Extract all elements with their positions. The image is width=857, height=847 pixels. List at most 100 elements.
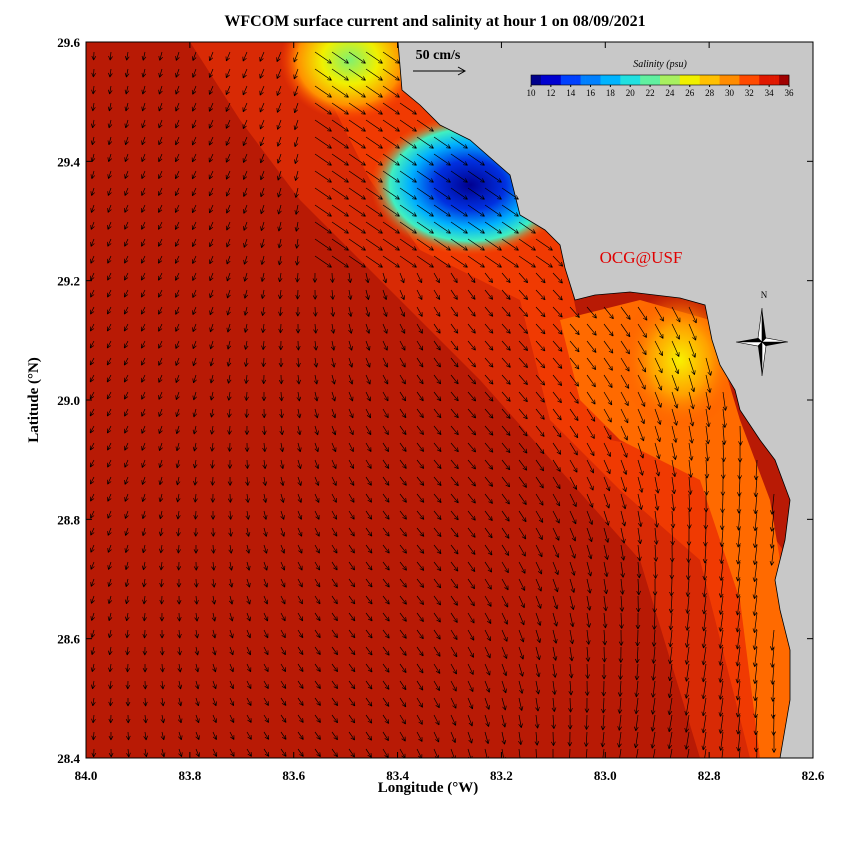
scale-label: 50 cm/s (416, 48, 461, 63)
colorbar-segment (640, 75, 646, 85)
colorbar-segment (655, 75, 661, 85)
colorbar-segment (729, 75, 735, 85)
y-tick-label: 29.4 (57, 154, 80, 169)
colorbar-segment (550, 75, 557, 85)
colorbar-segment (650, 75, 656, 85)
colorbar-tick-label: 36 (785, 88, 795, 98)
compass-light (735, 307, 789, 377)
colorbar-tick-label: 18 (606, 88, 616, 98)
colorbar-segment (724, 75, 730, 85)
colorbar-segment (635, 75, 641, 85)
credit: OCG@USF (600, 248, 683, 267)
colorbar-segment (784, 75, 790, 85)
x-tick-label: 83.2 (490, 768, 513, 783)
y-tick-label: 28.8 (57, 512, 80, 527)
colorbar-tick-label: 26 (685, 88, 695, 98)
current-arrow (89, 51, 777, 758)
colorbar-tick-label: 30 (725, 88, 735, 98)
colorbar-tick-label: 14 (566, 88, 576, 98)
colorbar-segment (610, 75, 616, 85)
colorbar-segment (605, 75, 611, 85)
colorbar-tick-label: 12 (546, 88, 555, 98)
colorbar-segment (560, 75, 567, 85)
colorbar-tick-label: 20 (626, 88, 636, 98)
colorbar-tick-label: 34 (765, 88, 775, 98)
colorbar-segment (575, 75, 581, 85)
colorbar-tick-label: 24 (665, 88, 675, 98)
colorbar-segment (734, 75, 740, 85)
axes: 84.0 83.8 83.6 83.4 83.2 83.0 82.8 82.6 28.4 28.6… (57, 35, 825, 783)
colorbar-segment (565, 75, 571, 85)
colorbar-segment (645, 75, 651, 85)
salinity-field (86, 42, 813, 758)
y-tick-label: 28.4 (57, 751, 80, 766)
colorbar-tick-label: 10 (527, 88, 537, 98)
north-arrow: N (735, 290, 789, 377)
colorbar-segment (555, 75, 562, 85)
colorbar-frame (530, 74, 790, 86)
scale-arrow (413, 66, 467, 76)
x-tick-label: 84.0 (75, 768, 98, 783)
land (397, 42, 813, 758)
colorbar-segment (600, 75, 606, 85)
colorbar-segment (674, 75, 681, 85)
colorbar-segment (744, 75, 750, 85)
colorbar-segment (580, 75, 586, 85)
colorbar-segment (689, 75, 696, 85)
colorbar-segment (625, 75, 631, 85)
nearshore-water (560, 300, 790, 758)
colorbar-segment (540, 75, 547, 85)
colorbar-segment (585, 75, 591, 85)
current-vectors (89, 51, 777, 758)
colorbar-segment (699, 75, 705, 85)
colorbar-segment (714, 75, 720, 85)
y-tick-label: 29.0 (57, 393, 80, 408)
colorbar-segment (545, 75, 552, 85)
colorbar-segment (531, 75, 537, 85)
colorbar-tick-label: 28 (705, 88, 715, 98)
x-tick-label: 83.8 (178, 768, 201, 783)
colorbar-tick-label: 32 (745, 88, 754, 98)
colorbar-segment (694, 75, 700, 85)
mid-water (190, 42, 813, 758)
colorbar-tick-label: 22 (646, 88, 655, 98)
x-tick-label: 83.0 (594, 768, 617, 783)
colorbar-segment (779, 75, 785, 85)
y-tick-label: 29.2 (57, 274, 80, 289)
colorbar: Salinity (psu) 10 12 14 16 18 20 22 24 26 28 30 32 3… (527, 59, 795, 98)
colorbar-segment (595, 75, 601, 85)
colorbar-segment (679, 75, 686, 85)
x-tick-label: 83.4 (386, 768, 409, 783)
colorbar-segment (719, 75, 725, 85)
colorbar-segment (774, 75, 780, 85)
colorbar-segment (630, 75, 636, 85)
map-title: WFCOM surface current and salinity at ho… (224, 13, 645, 30)
north-label: N (761, 290, 768, 300)
colorbar-segment (620, 75, 626, 85)
colorbar-segment (754, 75, 760, 85)
colorbar-segment (749, 75, 755, 85)
colorbar-segment (669, 75, 676, 85)
y-tick-label: 28.6 (57, 632, 80, 647)
x-tick-label: 83.6 (282, 768, 305, 783)
colorbar-segment (764, 75, 770, 85)
colorbar-segment (684, 75, 691, 85)
y-axis-label: Latitude (°N) (26, 357, 42, 443)
colorbar-segment (759, 75, 765, 85)
colorbar-label: Salinity (psu) (633, 59, 687, 70)
x-axis-label: Longitude (°W) (378, 780, 479, 796)
colorbar-tick-label: 16 (586, 88, 596, 98)
colorbar-segment (739, 75, 745, 85)
y-tick-label: 29.6 (57, 35, 80, 50)
colorbar-segment (615, 75, 621, 85)
colorbar-segment (664, 75, 671, 85)
colorbar-segment (769, 75, 775, 85)
colorbar-segment (535, 75, 542, 85)
colorbar-segment (704, 75, 710, 85)
x-tick-label: 82.8 (698, 768, 721, 783)
x-tick-label: 82.6 (802, 768, 825, 783)
low-salinity-plume (280, 42, 420, 120)
colorbar-segment (660, 75, 666, 85)
colorbar-segment (590, 75, 596, 85)
